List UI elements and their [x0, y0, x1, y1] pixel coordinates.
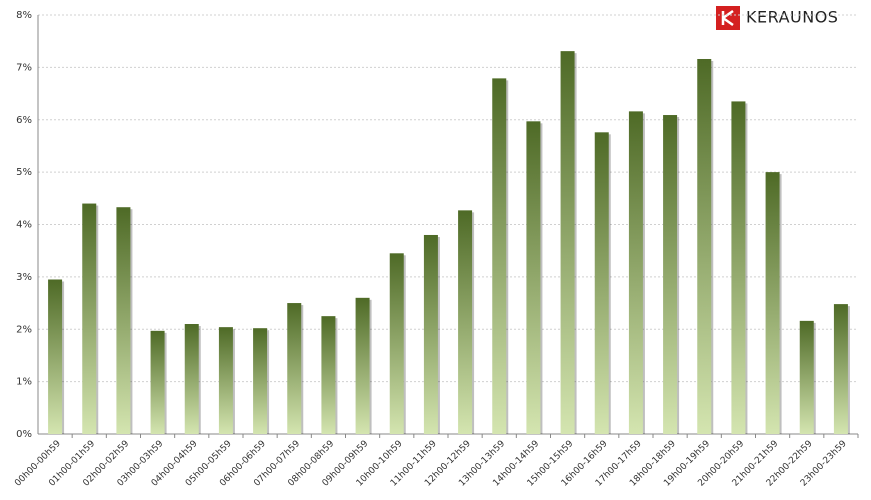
y-tick-label: 8%: [16, 10, 32, 21]
y-tick-label: 5%: [16, 167, 32, 178]
bar: [218, 327, 233, 434]
bar: [663, 115, 678, 434]
y-tick-label: 3%: [16, 272, 32, 283]
bar: [253, 328, 268, 434]
bar: [321, 316, 336, 434]
bar: [287, 303, 302, 434]
logo-icon: [716, 6, 740, 30]
bar: [765, 172, 780, 434]
bar: [423, 234, 438, 434]
y-tick-label: 6%: [16, 115, 32, 126]
logo: KERAUNOS: [716, 6, 838, 30]
bar: [526, 121, 541, 434]
bar: [594, 132, 609, 434]
bar: [799, 320, 814, 434]
y-tick-label: 1%: [16, 377, 32, 388]
bar: [48, 279, 63, 434]
bar: [628, 111, 643, 435]
bar: [833, 304, 848, 434]
bar: [82, 203, 97, 434]
bar: [560, 51, 575, 435]
logo-text: KERAUNOS: [746, 8, 838, 27]
bar: [150, 330, 165, 434]
bar: [389, 253, 404, 434]
bar: [731, 101, 746, 434]
y-tick-label: 2%: [16, 324, 32, 335]
bar: [355, 297, 370, 434]
y-tick-label: 0%: [16, 429, 32, 440]
bar: [492, 78, 507, 434]
bar: [184, 324, 199, 434]
y-tick-label: 7%: [16, 62, 32, 73]
bar: [458, 210, 473, 434]
bar: [116, 207, 131, 434]
y-tick-label: 4%: [16, 220, 32, 231]
bar: [697, 58, 712, 435]
